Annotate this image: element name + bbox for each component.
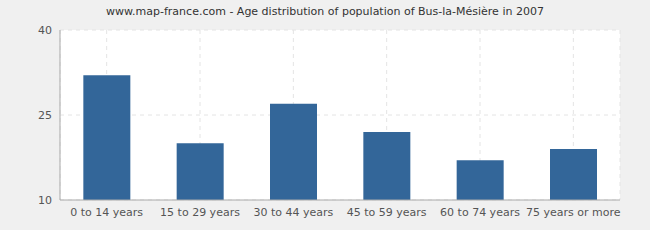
svg-text:0 to 14 years: 0 to 14 years: [70, 206, 143, 219]
svg-text:75 years or more: 75 years or more: [526, 206, 621, 219]
svg-text:30 to 44 years: 30 to 44 years: [253, 206, 333, 219]
svg-text:45 to 59 years: 45 to 59 years: [347, 206, 427, 219]
svg-text:15 to 29 years: 15 to 29 years: [160, 206, 240, 219]
svg-text:10: 10: [38, 194, 52, 207]
svg-text:25: 25: [38, 109, 52, 122]
html-text:www.map-france.com - Age distr: www.map-france.com - Age distribution of…: [106, 5, 544, 18]
svg-text:60 to 74 years: 60 to 74 years: [440, 206, 520, 219]
svg-text:40: 40: [38, 24, 52, 37]
